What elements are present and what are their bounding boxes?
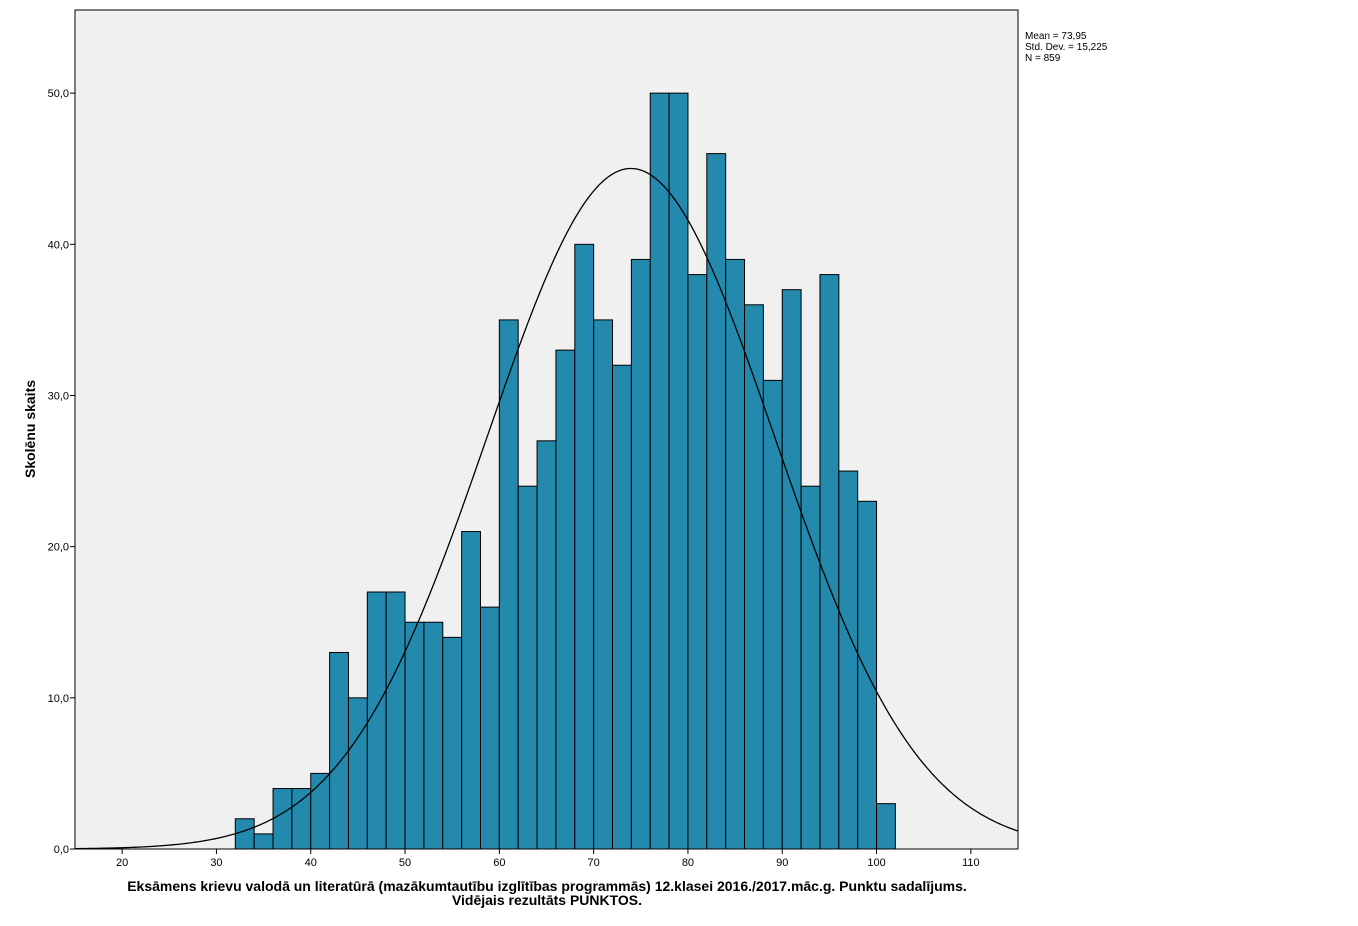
histogram-bar bbox=[347, 697, 368, 850]
x-tick-label: 30 bbox=[210, 857, 222, 869]
y-tick-label: 40,0 bbox=[48, 239, 69, 251]
x-tick-label: 40 bbox=[305, 857, 317, 869]
histogram-bar bbox=[725, 258, 746, 850]
histogram-bar bbox=[857, 500, 878, 850]
histogram-bar bbox=[291, 788, 312, 850]
x-tick-label: 70 bbox=[588, 857, 600, 869]
histogram-bar bbox=[310, 772, 331, 850]
histogram-bar bbox=[329, 651, 349, 850]
histogram-bar bbox=[781, 289, 802, 850]
histogram-bar bbox=[272, 788, 293, 850]
histogram-bar bbox=[555, 349, 576, 850]
y-tick-label: 0,0 bbox=[54, 844, 69, 856]
histogram-bar bbox=[461, 531, 481, 850]
x-tick-label: 80 bbox=[682, 857, 694, 869]
histogram-bar bbox=[479, 606, 500, 850]
histogram-bar bbox=[385, 591, 406, 850]
histogram-bar bbox=[517, 485, 538, 850]
histogram-bar bbox=[574, 243, 595, 850]
histogram-bar bbox=[800, 485, 821, 850]
x-axis-title-line2: Vidējais rezultāts PUNKTOS. bbox=[452, 892, 642, 908]
histogram-bar bbox=[442, 636, 463, 850]
histogram-bar bbox=[838, 470, 859, 850]
x-tick-label: 20 bbox=[116, 857, 128, 869]
stats-n: N = 859 bbox=[1025, 53, 1061, 64]
y-axis-ticks: 0,0 10,0 20,0 30,0 40,0 50,0 bbox=[48, 88, 75, 856]
histogram-bar bbox=[404, 621, 425, 850]
stats-std-dev: Std. Dev. = 15,225 bbox=[1025, 42, 1108, 53]
histogram-bar bbox=[668, 92, 689, 850]
normal-curve bbox=[74, 167, 1019, 850]
histogram-bar bbox=[498, 319, 519, 850]
histogram-bar bbox=[234, 818, 255, 850]
histogram-bar bbox=[819, 274, 840, 850]
histogram-bar bbox=[630, 258, 651, 850]
x-tick-label: 110 bbox=[962, 857, 980, 869]
x-axis-ticks: 20 30 40 50 60 70 80 90 100 110 bbox=[116, 849, 980, 869]
y-tick-label: 20,0 bbox=[48, 542, 69, 554]
stats-mean: Mean = 73,95 bbox=[1025, 31, 1087, 42]
histogram-bar bbox=[649, 92, 670, 850]
y-axis-title: Skolēnu skaits bbox=[22, 380, 38, 478]
histogram-bar bbox=[366, 591, 387, 850]
stats-box: Mean = 73,95 Std. Dev. = 15,225 N = 859 bbox=[1025, 31, 1108, 64]
histogram-bar bbox=[593, 319, 614, 850]
x-tick-label: 100 bbox=[867, 857, 885, 869]
x-tick-label: 90 bbox=[776, 857, 788, 869]
x-tick-label: 50 bbox=[399, 857, 411, 869]
y-tick-label: 50,0 bbox=[48, 88, 69, 100]
histogram-bar bbox=[253, 833, 274, 850]
histogram-bar bbox=[876, 803, 896, 850]
y-tick-label: 30,0 bbox=[48, 390, 69, 402]
x-tick-label: 60 bbox=[493, 857, 505, 869]
histogram-bar bbox=[423, 621, 444, 850]
histogram-bar bbox=[536, 440, 557, 850]
histogram-bar bbox=[744, 304, 764, 850]
x-axis-title-line1: Eksāmens krievu valodā un literatūrā (ma… bbox=[127, 878, 967, 894]
histogram-bar bbox=[687, 274, 708, 850]
y-tick-label: 10,0 bbox=[48, 693, 69, 705]
histogram-bar bbox=[612, 364, 632, 850]
histogram-bar bbox=[706, 153, 727, 850]
histogram-bars bbox=[234, 92, 896, 850]
